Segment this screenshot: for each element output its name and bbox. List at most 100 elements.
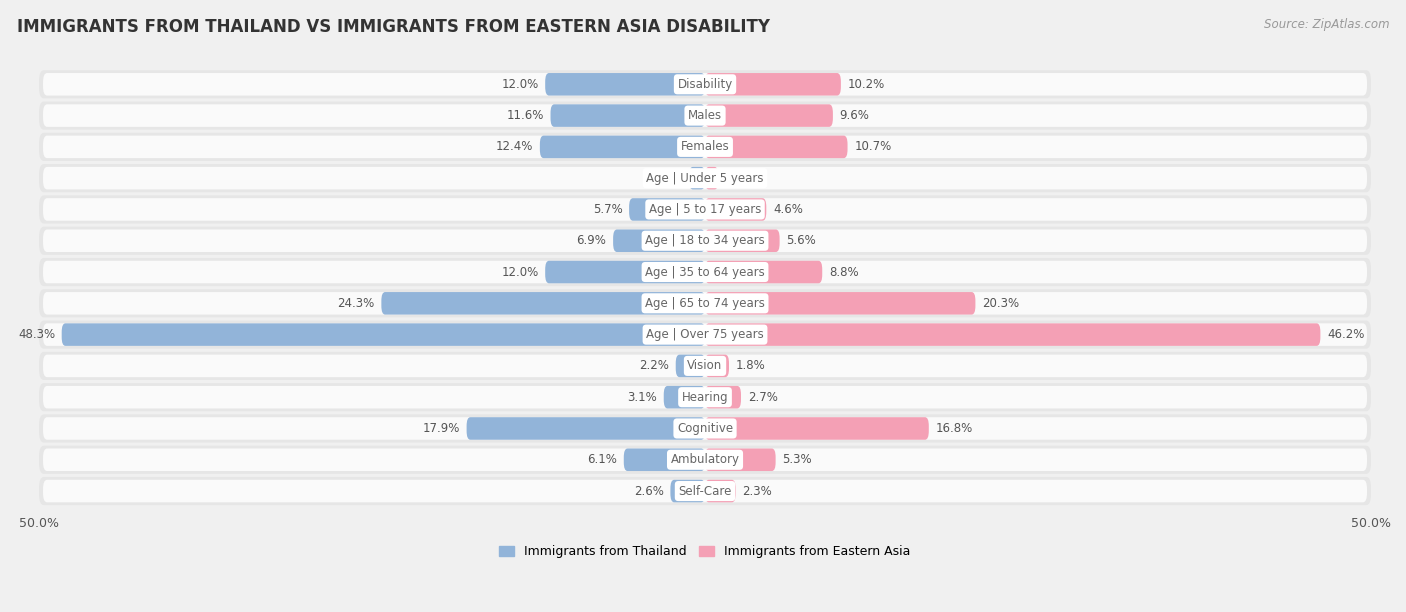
FancyBboxPatch shape [39, 352, 1371, 380]
FancyBboxPatch shape [551, 104, 704, 127]
Text: 4.6%: 4.6% [773, 203, 803, 216]
FancyBboxPatch shape [44, 167, 1367, 190]
FancyBboxPatch shape [704, 73, 841, 95]
FancyBboxPatch shape [704, 261, 823, 283]
FancyBboxPatch shape [39, 70, 1371, 99]
FancyBboxPatch shape [704, 354, 728, 377]
Text: Ambulatory: Ambulatory [671, 453, 740, 466]
Text: Males: Males [688, 109, 723, 122]
FancyBboxPatch shape [44, 230, 1367, 252]
Text: 5.3%: 5.3% [782, 453, 811, 466]
Text: 1.2%: 1.2% [652, 171, 682, 185]
Text: 16.8%: 16.8% [935, 422, 973, 435]
FancyBboxPatch shape [704, 480, 735, 502]
FancyBboxPatch shape [44, 480, 1367, 502]
Text: 46.2%: 46.2% [1327, 328, 1364, 341]
FancyBboxPatch shape [546, 73, 704, 95]
Text: Age | 35 to 64 years: Age | 35 to 64 years [645, 266, 765, 278]
Text: 2.6%: 2.6% [634, 485, 664, 498]
Text: 1.8%: 1.8% [735, 359, 765, 372]
FancyBboxPatch shape [44, 261, 1367, 283]
FancyBboxPatch shape [39, 289, 1371, 318]
FancyBboxPatch shape [704, 417, 929, 440]
Legend: Immigrants from Thailand, Immigrants from Eastern Asia: Immigrants from Thailand, Immigrants fro… [495, 540, 915, 563]
Text: 12.0%: 12.0% [502, 78, 538, 91]
FancyBboxPatch shape [704, 136, 848, 158]
Text: 20.3%: 20.3% [981, 297, 1019, 310]
Text: Age | 18 to 34 years: Age | 18 to 34 years [645, 234, 765, 247]
FancyBboxPatch shape [44, 292, 1367, 315]
FancyBboxPatch shape [704, 104, 832, 127]
Text: 17.9%: 17.9% [423, 422, 460, 435]
FancyBboxPatch shape [39, 226, 1371, 255]
Text: 2.3%: 2.3% [742, 485, 772, 498]
Text: 48.3%: 48.3% [18, 328, 55, 341]
FancyBboxPatch shape [704, 292, 976, 315]
FancyBboxPatch shape [704, 230, 779, 252]
Text: Age | Over 75 years: Age | Over 75 years [647, 328, 763, 341]
Text: Age | 65 to 74 years: Age | 65 to 74 years [645, 297, 765, 310]
FancyBboxPatch shape [704, 449, 776, 471]
FancyBboxPatch shape [44, 323, 1367, 346]
FancyBboxPatch shape [44, 449, 1367, 471]
Text: Cognitive: Cognitive [676, 422, 733, 435]
Text: Self-Care: Self-Care [678, 485, 731, 498]
Text: 3.1%: 3.1% [627, 390, 657, 404]
Text: 5.7%: 5.7% [593, 203, 623, 216]
Text: 8.8%: 8.8% [830, 266, 859, 278]
Text: Hearing: Hearing [682, 390, 728, 404]
Text: 1.0%: 1.0% [725, 171, 755, 185]
FancyBboxPatch shape [704, 167, 718, 190]
Text: Age | Under 5 years: Age | Under 5 years [647, 171, 763, 185]
Text: IMMIGRANTS FROM THAILAND VS IMMIGRANTS FROM EASTERN ASIA DISABILITY: IMMIGRANTS FROM THAILAND VS IMMIGRANTS F… [17, 18, 770, 36]
FancyBboxPatch shape [39, 102, 1371, 130]
FancyBboxPatch shape [704, 386, 741, 408]
FancyBboxPatch shape [44, 73, 1367, 95]
FancyBboxPatch shape [624, 449, 704, 471]
Text: 12.0%: 12.0% [502, 266, 538, 278]
FancyBboxPatch shape [628, 198, 704, 221]
Text: 5.6%: 5.6% [786, 234, 815, 247]
FancyBboxPatch shape [381, 292, 704, 315]
FancyBboxPatch shape [664, 386, 704, 408]
FancyBboxPatch shape [62, 323, 704, 346]
Text: Age | 5 to 17 years: Age | 5 to 17 years [648, 203, 761, 216]
Text: 12.4%: 12.4% [496, 140, 533, 154]
Text: 10.7%: 10.7% [855, 140, 891, 154]
FancyBboxPatch shape [671, 480, 704, 502]
FancyBboxPatch shape [39, 321, 1371, 349]
FancyBboxPatch shape [39, 477, 1371, 505]
FancyBboxPatch shape [39, 258, 1371, 286]
FancyBboxPatch shape [39, 133, 1371, 161]
FancyBboxPatch shape [540, 136, 704, 158]
FancyBboxPatch shape [39, 414, 1371, 442]
Text: 24.3%: 24.3% [337, 297, 375, 310]
Text: Females: Females [681, 140, 730, 154]
Text: 2.7%: 2.7% [748, 390, 778, 404]
Text: 6.1%: 6.1% [588, 453, 617, 466]
Text: Disability: Disability [678, 78, 733, 91]
FancyBboxPatch shape [676, 354, 704, 377]
FancyBboxPatch shape [44, 104, 1367, 127]
FancyBboxPatch shape [44, 386, 1367, 408]
FancyBboxPatch shape [44, 198, 1367, 221]
FancyBboxPatch shape [39, 446, 1371, 474]
FancyBboxPatch shape [44, 136, 1367, 158]
FancyBboxPatch shape [704, 198, 766, 221]
Text: Source: ZipAtlas.com: Source: ZipAtlas.com [1264, 18, 1389, 31]
Text: 11.6%: 11.6% [506, 109, 544, 122]
Text: Vision: Vision [688, 359, 723, 372]
FancyBboxPatch shape [689, 167, 704, 190]
FancyBboxPatch shape [39, 195, 1371, 223]
Text: 10.2%: 10.2% [848, 78, 884, 91]
Text: 2.2%: 2.2% [640, 359, 669, 372]
FancyBboxPatch shape [613, 230, 704, 252]
FancyBboxPatch shape [44, 417, 1367, 440]
Text: 9.6%: 9.6% [839, 109, 869, 122]
FancyBboxPatch shape [467, 417, 704, 440]
FancyBboxPatch shape [704, 323, 1320, 346]
FancyBboxPatch shape [44, 354, 1367, 377]
FancyBboxPatch shape [546, 261, 704, 283]
FancyBboxPatch shape [39, 383, 1371, 411]
FancyBboxPatch shape [39, 164, 1371, 192]
